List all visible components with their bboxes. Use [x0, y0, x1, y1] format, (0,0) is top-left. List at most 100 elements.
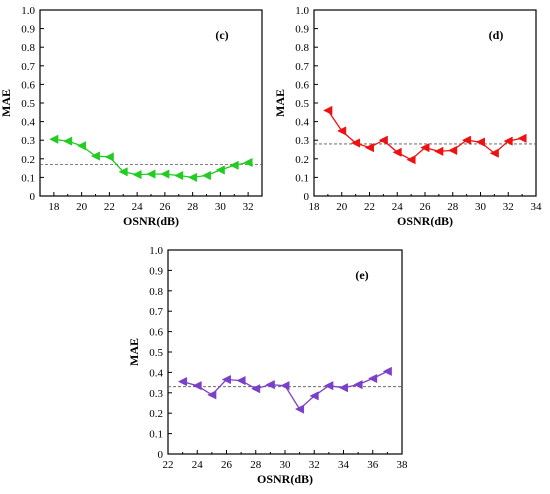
data-point — [49, 134, 59, 144]
data-point — [489, 148, 499, 158]
y-tick-label: 0.7 — [149, 306, 163, 318]
x-tick-label: 32 — [503, 201, 514, 213]
x-tick-label: 26 — [159, 201, 171, 213]
y-tick-label: 0 — [30, 191, 36, 203]
x-tick-label: 18 — [48, 201, 60, 213]
data-point — [338, 383, 348, 393]
y-tick-label: 0.2 — [295, 154, 309, 166]
y-tick-label: 0.4 — [21, 117, 35, 129]
data-point — [132, 170, 142, 180]
x-tick-label: 32 — [309, 459, 320, 471]
y-tick-label: 0.5 — [149, 347, 163, 359]
data-point — [392, 147, 402, 157]
y-tick-label: 0.5 — [21, 98, 35, 110]
chart-panel-3: 0 0.1 0.2 0.3 0.4 0.5 0.6 0.7 0.8 0.9 1.0 22 24 26 28 3… — [127, 245, 408, 486]
data-point — [215, 165, 225, 175]
x-tick-label: 18 — [309, 201, 321, 213]
y-tick-label: 0.1 — [21, 172, 35, 184]
y-tick-label: 1.0 — [149, 245, 163, 257]
data-point — [265, 380, 275, 390]
x-axis-label: OSNR(dB) — [397, 214, 453, 228]
data-point — [250, 384, 261, 394]
data-point — [503, 136, 513, 146]
data-point — [378, 135, 388, 145]
panel-label: (e) — [355, 268, 368, 282]
y-tick-label: 0.3 — [295, 135, 309, 147]
data-point — [146, 169, 156, 179]
x-tick-label: 30 — [280, 459, 292, 471]
data-point — [192, 381, 202, 391]
data-point — [229, 160, 239, 170]
y-tick-label: 0.6 — [21, 79, 35, 91]
chart-panel-1: 0 0.1 0.2 0.3 0.4 0.5 0.6 0.7 0.8 0.9 1.0 18 20 22 24 2… — [0, 5, 263, 228]
data-point — [177, 376, 188, 387]
y-tick-label: 0.3 — [21, 135, 35, 147]
y-tick-label: 0.6 — [149, 327, 163, 339]
data-point — [201, 170, 211, 181]
x-tick-label: 30 — [215, 201, 227, 213]
data-point — [406, 155, 416, 165]
data-point — [353, 380, 363, 390]
y-tick-label: 0.8 — [149, 286, 163, 298]
x-tick-label: 24 — [192, 459, 204, 471]
data-point — [294, 404, 305, 414]
x-tick-label: 22 — [104, 201, 115, 213]
y-tick-label: 0.7 — [21, 61, 35, 73]
x-tick-label: 28 — [447, 201, 459, 213]
y-axis-label: MAE — [127, 338, 141, 366]
data-point — [62, 136, 73, 146]
y-tick-label: 0.2 — [21, 154, 35, 166]
data-point — [364, 143, 374, 153]
data-point — [236, 375, 246, 386]
y-tick-label: 0.9 — [21, 24, 35, 36]
x-tick-label: 22 — [364, 201, 375, 213]
x-tick-label: 28 — [250, 459, 262, 471]
data-point — [207, 390, 217, 400]
y-tick-label: 0.9 — [295, 24, 309, 36]
series-line — [182, 370, 388, 411]
plot-frame — [39, 9, 263, 197]
x-tick-label: 20 — [76, 201, 88, 213]
data-point — [324, 381, 334, 391]
x-axis-label: OSNR(dB) — [123, 214, 179, 228]
data-point — [243, 157, 253, 168]
y-tick-label: 0.8 — [21, 42, 35, 54]
y-tick-label: 0.4 — [149, 367, 163, 379]
y-tick-label: 0.8 — [295, 42, 309, 54]
data-point — [382, 366, 392, 376]
data-point — [173, 170, 184, 181]
chart-panel-2: 0 0.1 0.2 0.3 0.4 0.5 0.6 0.7 0.8 0.9 1.0 18 20 22 24 2… — [273, 5, 542, 228]
y-tick-label: 0.5 — [295, 98, 309, 110]
x-tick-label: 28 — [187, 201, 199, 213]
x-tick-label: 36 — [367, 459, 379, 471]
x-tick-label: 26 — [420, 201, 432, 213]
y-tick-label: 1.0 — [295, 5, 309, 17]
y-tick-label: 0.7 — [295, 61, 309, 73]
y-tick-label: 0.1 — [149, 429, 163, 441]
data-point — [118, 167, 128, 177]
data-point — [517, 133, 527, 143]
data-point — [434, 146, 444, 156]
data-point — [367, 373, 378, 384]
x-tick-label: 20 — [336, 201, 348, 213]
x-axis-label: OSNR(dB) — [257, 472, 313, 486]
y-tick-label: 0.9 — [149, 265, 163, 277]
x-tick-label: 22 — [163, 459, 174, 471]
panel-label: (c) — [215, 28, 228, 42]
x-tick-label: 30 — [475, 201, 487, 213]
y-axis-label: MAE — [273, 89, 287, 117]
data-point — [280, 381, 290, 391]
y-tick-label: 1.0 — [21, 5, 35, 17]
data-point — [447, 145, 458, 156]
y-tick-label: 0.4 — [295, 117, 309, 129]
y-tick-label: 0 — [158, 449, 164, 461]
data-point — [336, 126, 347, 136]
y-tick-label: 0.1 — [295, 172, 309, 184]
data-point — [76, 141, 87, 151]
data-point — [187, 172, 198, 183]
data-point — [350, 138, 361, 148]
y-tick-label: 0.2 — [149, 408, 163, 420]
y-tick-label: 0 — [304, 191, 310, 203]
data-point — [461, 135, 472, 145]
